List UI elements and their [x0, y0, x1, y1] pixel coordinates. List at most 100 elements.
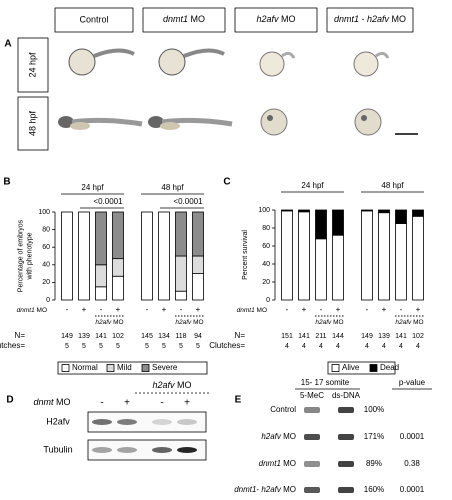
sign: - [366, 305, 369, 314]
bar-segment [61, 211, 73, 301]
bar-segment [192, 211, 204, 257]
h2afv-label: h2afv MO [152, 380, 191, 390]
p-value: <0.0001 [93, 197, 123, 206]
column-box [142, 7, 226, 33]
column-header: ds-DNA [332, 391, 361, 400]
bar-segment [141, 211, 153, 301]
clutch-value: 4 [416, 343, 420, 350]
p-value: 0.0001 [400, 485, 425, 494]
column-box [54, 7, 134, 33]
y-axis-label: Percentage of embryos [17, 219, 24, 292]
blot [87, 411, 207, 433]
band [338, 487, 354, 493]
row-box [17, 37, 49, 93]
row-label: dnmt1 MO [17, 307, 47, 314]
sign: - [320, 305, 323, 314]
column-box [234, 7, 318, 33]
legend-label: Alive [342, 363, 360, 372]
sign: - [160, 398, 163, 409]
band [177, 419, 197, 425]
embryo-tail [375, 51, 390, 59]
y-tick-label: 100 [38, 209, 50, 216]
band [338, 461, 354, 467]
percent-value: 100% [364, 405, 384, 414]
column-header: Control [79, 14, 108, 24]
n-value: 149 [61, 333, 73, 340]
n-value: 141 [95, 333, 107, 340]
percent-value: 89% [366, 459, 382, 468]
row-label: N= [15, 331, 26, 340]
larva-yolk [160, 122, 180, 130]
blot-label: Tubulin [43, 444, 72, 454]
p-value: 0.38 [404, 459, 420, 468]
clutch-value: 4 [336, 343, 340, 350]
n-value: 118 [175, 333, 186, 340]
y-tick-label: 0 [266, 297, 270, 304]
column-box [326, 7, 414, 33]
bar-segment [95, 264, 107, 288]
y-axis-label: with phenotype [26, 232, 33, 280]
legend-swatch [141, 364, 150, 372]
n-value: 141 [395, 333, 407, 340]
clutch-value: 4 [302, 343, 306, 350]
blot-label: H2afv [46, 416, 70, 426]
bar-segment [298, 209, 310, 213]
panel-label: A [4, 39, 11, 50]
band [304, 434, 320, 440]
bar-segment [281, 209, 293, 212]
sign: - [286, 305, 289, 314]
clutch-value: 5 [145, 343, 149, 350]
band [304, 407, 320, 413]
larva-head [148, 116, 164, 128]
sign: + [416, 305, 421, 314]
embryo-yolk [259, 51, 285, 77]
y-axis-label: Percent survival [242, 230, 249, 280]
legend-swatch [106, 364, 115, 372]
n-value: 151 [281, 333, 293, 340]
larva-blob [260, 108, 288, 136]
larva-eye [361, 115, 367, 121]
n-value: 149 [361, 333, 373, 340]
sign: - [100, 398, 103, 409]
bar-segment [175, 211, 187, 257]
stage-label: 15- 17 somite [301, 378, 350, 387]
embryo-yolk [353, 51, 379, 77]
bar-segment [315, 238, 327, 301]
band [338, 407, 354, 413]
band [304, 461, 320, 467]
band [338, 434, 354, 440]
band [152, 447, 172, 453]
bar-segment [412, 209, 424, 217]
row-header: 48 hpf [27, 110, 37, 136]
y-tick-label: 60 [262, 243, 270, 250]
band [152, 419, 172, 425]
panel-label: B [3, 177, 10, 188]
sign: + [302, 305, 307, 314]
row-label: dnmt1 MO [259, 459, 296, 468]
bar-segment [95, 286, 107, 301]
n-value: 144 [332, 333, 344, 340]
bar-segment [361, 210, 373, 301]
larva-body [161, 117, 233, 127]
bar-segment [412, 215, 424, 301]
percent-value: 171% [364, 432, 384, 441]
bar-segment [112, 258, 124, 277]
n-value: 211 [315, 333, 326, 340]
larva-eye [267, 115, 273, 121]
sign: - [400, 305, 403, 314]
bar-segment [298, 211, 310, 301]
y-tick-label: 80 [262, 225, 270, 232]
band [177, 447, 197, 453]
y-tick-label: 60 [42, 244, 50, 251]
sign: + [336, 305, 341, 314]
bar-segment [395, 209, 407, 224]
embryo-yolk [68, 48, 96, 76]
row-label: dnmt1- h2afv MO [234, 485, 296, 494]
y-tick-label: 40 [262, 261, 270, 268]
blot [87, 439, 207, 461]
row-label: N= [235, 331, 246, 340]
column-header: p-value [399, 378, 426, 387]
n-value: 141 [298, 333, 310, 340]
bar-segment [175, 290, 187, 301]
